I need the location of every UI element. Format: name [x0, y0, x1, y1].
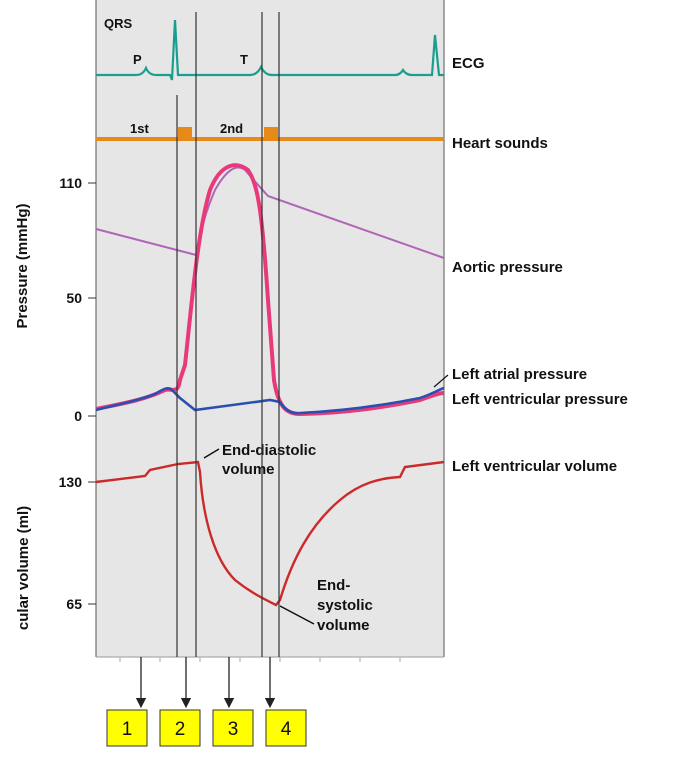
edv-label-line1: End-diastolic	[222, 442, 316, 459]
left-ventricular-volume-curve	[95, 460, 445, 607]
phase-box-3	[212, 709, 254, 747]
ecg-p-label: P	[133, 52, 142, 67]
esv-label-line2: systolic	[317, 597, 373, 614]
phase-box-1-label: 1	[122, 719, 133, 740]
esv-label-line1: End-	[317, 577, 350, 594]
phase-box-4-label: 4	[281, 719, 292, 740]
first-sound-label: 1st	[130, 121, 149, 136]
volume-tick-65: 65	[66, 596, 82, 612]
heart-sounds-label: Heart sounds	[452, 135, 548, 152]
atrial-leader-line	[433, 374, 449, 388]
left-atrial-pressure-label: Left atrial pressure	[452, 366, 587, 383]
pressure-tick-110: 110	[59, 175, 82, 191]
volume-axis-label: cular volume (ml)	[15, 506, 32, 630]
pressure-tick-50: 50	[66, 290, 82, 306]
phase-box-2	[159, 709, 201, 747]
ecg-qrs-label: QRS	[104, 16, 133, 31]
phase-box-2-label: 2	[175, 719, 186, 740]
ecg-trace	[96, 19, 444, 81]
ecg-t-label: T	[240, 52, 248, 67]
edv-leader-line	[203, 448, 220, 459]
edv-label-line2: volume	[222, 461, 275, 478]
second-sound-label: 2nd	[220, 121, 243, 136]
left-ventricular-pressure-label: Left ventricular pressure	[452, 391, 628, 408]
left-atrial-pressure-curve	[95, 386, 445, 415]
left-ventricular-volume-label: Left ventricular volume	[452, 458, 617, 475]
volume-tick-130: 130	[59, 474, 83, 490]
phase-box-4	[265, 709, 307, 747]
phase-box-1	[106, 709, 148, 747]
pressure-tick-0: 0	[74, 408, 82, 424]
esv-label-line3: volume	[317, 617, 370, 634]
bottom-axis-ticks	[119, 657, 401, 662]
second-sound-burst	[264, 127, 278, 140]
aortic-pressure-label: Aortic pressure	[452, 259, 563, 276]
ecg-label: ECG	[452, 55, 485, 72]
phase-box-3-label: 3	[228, 719, 239, 740]
left-ventricular-pressure-curve	[95, 163, 445, 417]
esv-leader-line	[279, 605, 315, 625]
pressure-axis-label: Pressure (mmHg)	[14, 203, 31, 328]
first-sound-burst	[178, 127, 192, 140]
